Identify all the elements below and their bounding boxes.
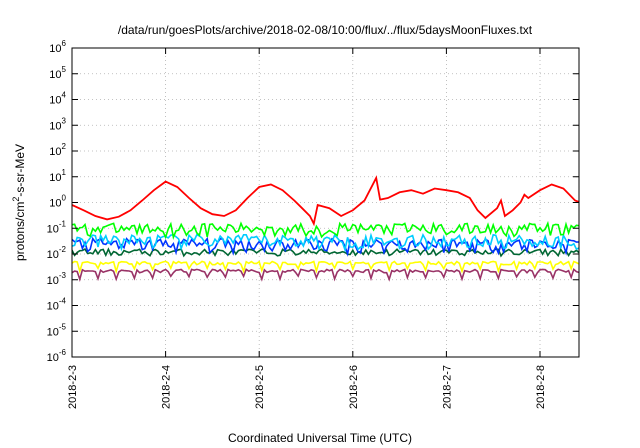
y-tick-label: 103 — [49, 116, 66, 132]
y-tick-label: 10-2 — [47, 245, 67, 261]
y-tick-label: 105 — [49, 65, 66, 81]
series-line — [72, 232, 579, 253]
chart-title: /data/run/goesPlots/archive/2018-02-08/1… — [118, 23, 533, 37]
y-axis-title-rest: -s-sr-MeV — [13, 144, 27, 197]
series-line — [72, 268, 579, 283]
y-axis-title-superscript: 2 — [11, 197, 21, 202]
y-tick-label: 10-3 — [47, 271, 67, 287]
y-tick-labels: 10-6 10-5 10-4 10-3 10-2 10-1 100 101 102 103 104 1… — [47, 39, 67, 364]
x-tick-labels: 2018-2-3 2018-2-4 2018-2-5 2018-2-6 2018-2-7… — [67, 365, 547, 409]
ticks — [71, 47, 579, 358]
x-tick-label: 2018-2-5 — [254, 365, 266, 409]
series-line — [72, 220, 579, 240]
y-tick-label: 101 — [49, 168, 66, 184]
x-tick-label: 2018-2-6 — [348, 365, 360, 409]
y-tick-label: 10-5 — [47, 322, 67, 338]
y-axis-title: protons/cm2-s-sr-MeV — [11, 144, 27, 261]
y-tick-label: 106 — [49, 39, 66, 55]
y-tick-label: 102 — [49, 142, 66, 158]
y-axis-title-base: protons/cm — [13, 202, 27, 261]
x-tick-label: 2018-2-8 — [535, 365, 547, 409]
series-group — [72, 175, 579, 283]
series-line — [72, 260, 579, 275]
y-tick-label: 100 — [49, 194, 66, 210]
x-tick-label: 2018-2-7 — [441, 365, 453, 409]
y-tick-label: 10-1 — [47, 219, 67, 235]
x-axis-title: Coordinated Universal Time (UTC) — [228, 431, 412, 445]
y-tick-label: 10-6 — [47, 348, 67, 364]
y-tick-label: 10-4 — [47, 297, 67, 313]
x-tick-label: 2018-2-4 — [161, 365, 173, 409]
series-line — [72, 175, 579, 227]
x-tick-label: 2018-2-3 — [67, 365, 79, 409]
y-tick-label: 104 — [49, 91, 66, 107]
